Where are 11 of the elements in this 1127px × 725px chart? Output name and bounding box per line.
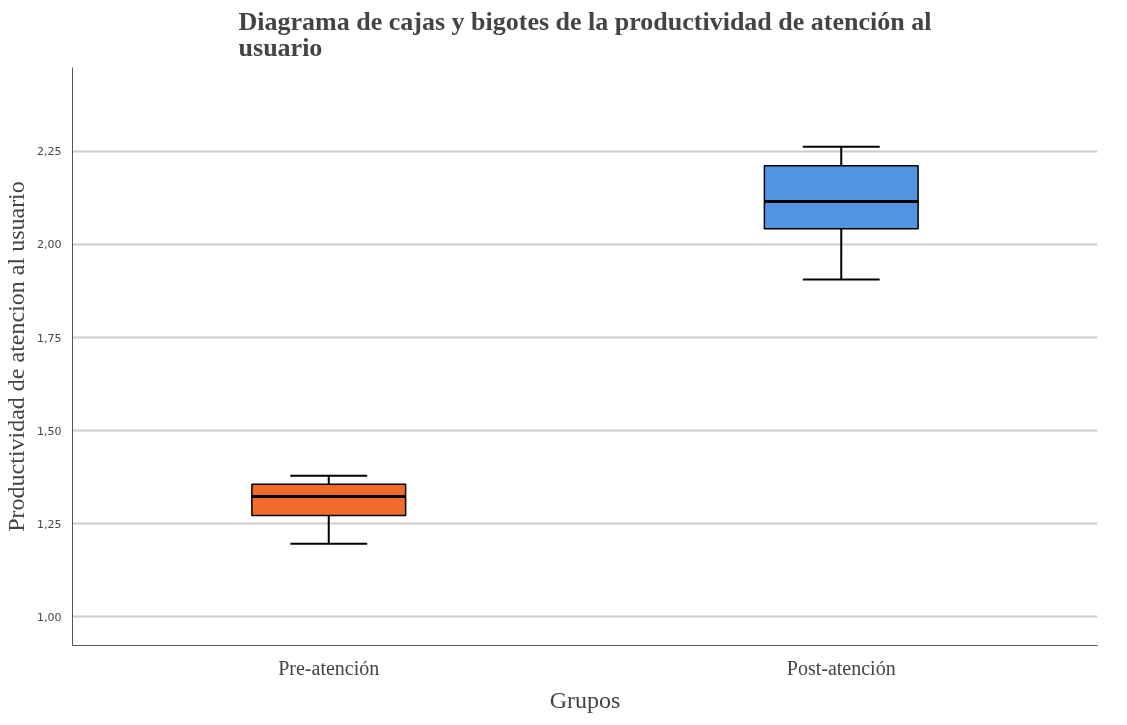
x-axis-title: Grupos bbox=[549, 686, 621, 713]
x-tick-label: Pre-atención bbox=[278, 656, 380, 679]
y-tick-label: 2,00 bbox=[37, 238, 62, 252]
chart-title: Diagrama de cajas y bigotes de la productividad de atención al usuario bbox=[238, 7, 932, 63]
y-tick-label: 1,25 bbox=[37, 517, 62, 531]
x-tick-label: Post-atención bbox=[786, 656, 896, 679]
y-tick-label: 2,25 bbox=[37, 145, 62, 159]
y-tick-label: 1,00 bbox=[37, 610, 62, 624]
y-tick-label: 1,50 bbox=[37, 424, 62, 438]
y-tick-label: 1,75 bbox=[37, 331, 62, 345]
y-axis-title: Productividad de atencion al usuario bbox=[3, 181, 30, 532]
